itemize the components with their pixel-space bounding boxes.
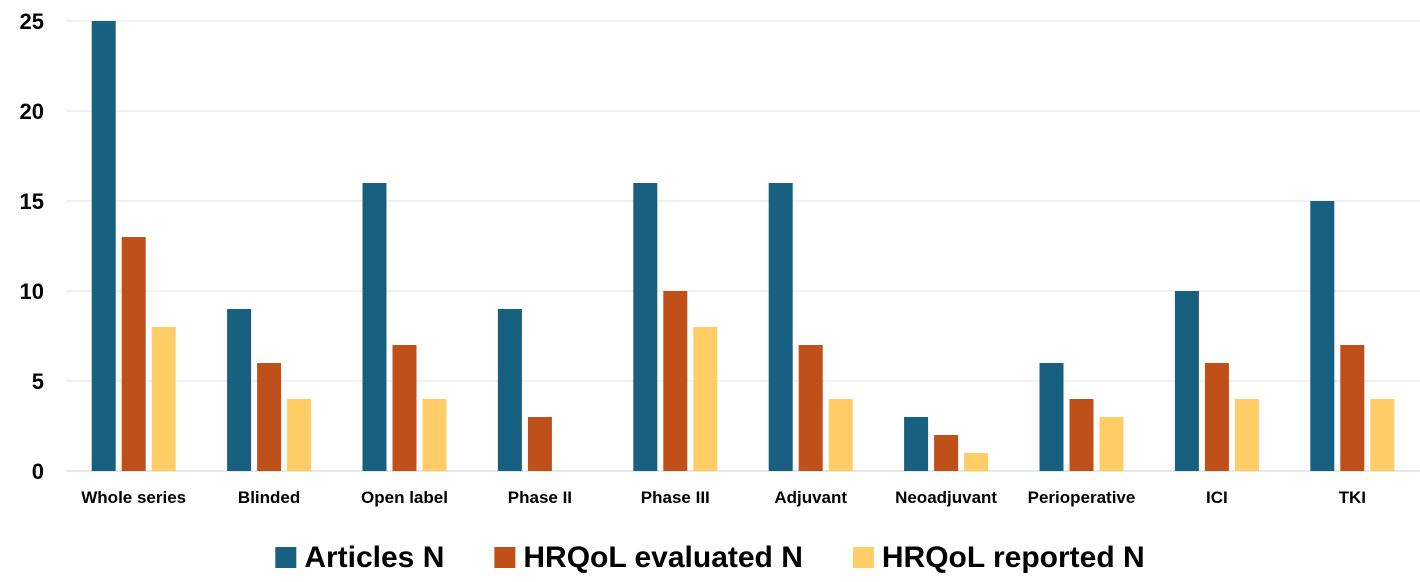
y-tick-label: 15	[20, 189, 44, 214]
bar-phase-ii-hrqol-evaluated-n	[527, 417, 552, 471]
bar-phase-ii-articles-n	[497, 309, 522, 471]
legend-item-hrqol-evaluated-n: HRQoL evaluated N	[494, 541, 803, 574]
bar-ici-hrqol-reported-n	[1234, 399, 1259, 471]
bar-perioperative-articles-n	[1039, 363, 1064, 471]
legend-item-hrqol-reported-n: HRQoL reported N	[852, 541, 1145, 574]
bar-adjuvant-hrqol-evaluated-n	[798, 345, 823, 471]
y-tick-label: 0	[32, 459, 44, 484]
bar-phase-iii-hrqol-reported-n	[693, 327, 718, 471]
bars	[91, 21, 1395, 471]
legend-label: Articles N	[304, 541, 444, 574]
bar-adjuvant-hrqol-reported-n	[828, 399, 853, 471]
legend-label: HRQoL reported N	[882, 541, 1145, 574]
bar-blinded-articles-n	[227, 309, 252, 471]
bar-open-label-articles-n	[362, 183, 387, 471]
x-category-label: Phase II	[508, 488, 572, 507]
x-category-label: Open label	[361, 488, 448, 507]
bar-perioperative-hrqol-reported-n	[1099, 417, 1124, 471]
bar-whole-series-hrqol-evaluated-n	[121, 237, 146, 471]
x-category-label: Perioperative	[1028, 488, 1136, 507]
bar-neoadjuvant-hrqol-evaluated-n	[934, 435, 959, 471]
bar-phase-iii-hrqol-evaluated-n	[663, 291, 688, 471]
bar-neoadjuvant-hrqol-reported-n	[964, 453, 989, 471]
bar-neoadjuvant-articles-n	[904, 417, 929, 471]
x-category-label: Adjuvant	[774, 488, 847, 507]
bar-tki-articles-n	[1310, 201, 1335, 471]
bar-tki-hrqol-reported-n	[1370, 399, 1395, 471]
x-category-label: Neoadjuvant	[895, 488, 997, 507]
bar-open-label-hrqol-reported-n	[422, 399, 447, 471]
x-category-label: ICI	[1206, 488, 1228, 507]
legend-item-articles-n: Articles N	[275, 541, 444, 574]
legend-swatch	[275, 547, 297, 568]
y-tick-label: 10	[20, 279, 44, 304]
legend: Articles N HRQoL evaluated N HRQoL reporte…	[275, 541, 1145, 574]
legend-swatch	[852, 547, 874, 568]
bar-perioperative-hrqol-evaluated-n	[1069, 399, 1094, 471]
bar-blinded-hrqol-evaluated-n	[257, 363, 282, 471]
bar-whole-series-hrqol-reported-n	[151, 327, 176, 471]
x-category-label: Phase III	[641, 488, 710, 507]
bar-whole-series-articles-n	[91, 21, 116, 471]
y-tick-label: 5	[32, 369, 44, 394]
x-category-label: TKI	[1339, 488, 1366, 507]
x-category-label: Blinded	[238, 488, 300, 507]
bar-blinded-hrqol-reported-n	[287, 399, 312, 471]
legend-label: HRQoL evaluated N	[523, 541, 803, 574]
x-category-label: Whole series	[81, 488, 186, 507]
bar-phase-iii-articles-n	[633, 183, 658, 471]
x-axis-categories: Whole series Blinded Open label Phase II Pha…	[81, 488, 1366, 507]
y-tick-label: 25	[20, 9, 44, 34]
y-tick-label: 20	[20, 99, 44, 124]
bar-tki-hrqol-evaluated-n	[1340, 345, 1365, 471]
y-axis-ticks: 0 5 10 15 20 25	[20, 9, 44, 484]
bar-ici-hrqol-evaluated-n	[1204, 363, 1229, 471]
legend-swatch	[494, 547, 516, 568]
bar-ici-articles-n	[1174, 291, 1199, 471]
bar-open-label-hrqol-evaluated-n	[392, 345, 417, 471]
bar-adjuvant-articles-n	[768, 183, 793, 471]
